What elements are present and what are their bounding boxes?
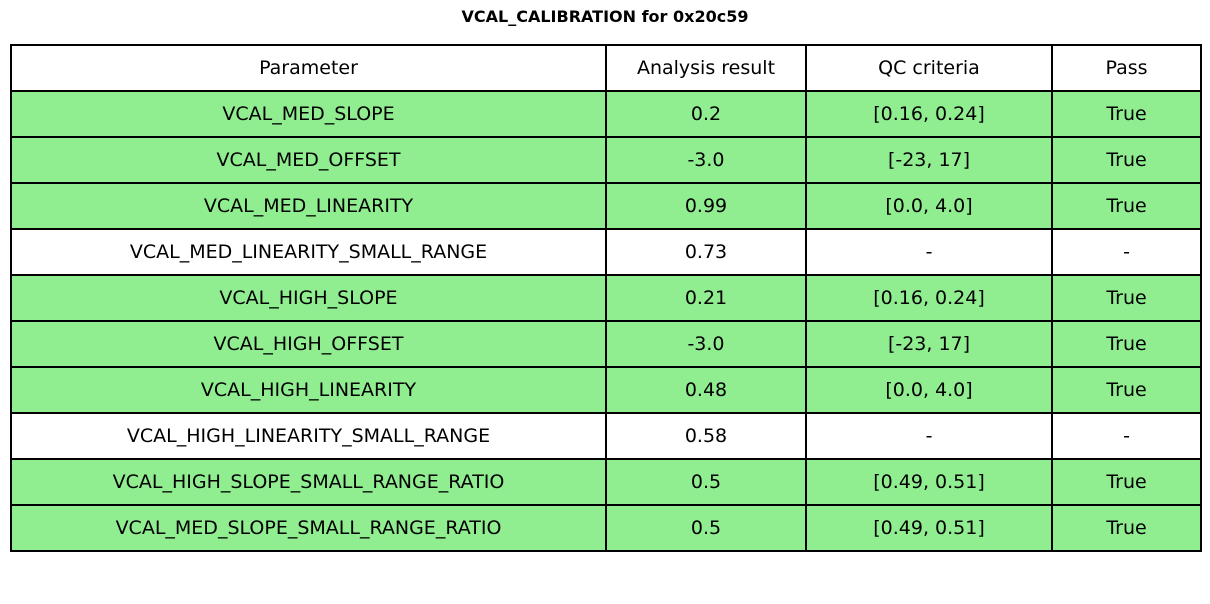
pass-cell: True (1051, 458, 1202, 506)
analysis-result-cell: 0.5 (605, 504, 807, 552)
analysis-result-cell: 0.48 (605, 366, 807, 414)
table-row-vcal-high-offset: VCAL_HIGH_OFFSET -3.0 [-23, 17] True (10, 320, 1202, 368)
analysis-result-cell: 0.2 (605, 90, 807, 138)
pass-cell: True (1051, 90, 1202, 138)
table-row-vcal-high-linearity: VCAL_HIGH_LINEARITY 0.48 [0.0, 4.0] True (10, 366, 1202, 414)
column-header-analysis-result: Analysis result (605, 44, 807, 92)
qc-criteria-cell: [0.0, 4.0] (805, 182, 1053, 230)
table-row-vcal-med-linearity: VCAL_MED_LINEARITY 0.99 [0.0, 4.0] True (10, 182, 1202, 230)
parameter-cell: VCAL_MED_OFFSET (10, 136, 607, 184)
analysis-result-cell: 0.5 (605, 458, 807, 506)
parameter-cell: VCAL_HIGH_OFFSET (10, 320, 607, 368)
qc-criteria-cell: [-23, 17] (805, 136, 1053, 184)
qc-criteria-cell: [0.0, 4.0] (805, 366, 1053, 414)
qc-criteria-cell: [0.16, 0.24] (805, 274, 1053, 322)
qc-criteria-cell: [0.49, 0.51] (805, 458, 1053, 506)
analysis-result-cell: -3.0 (605, 320, 807, 368)
qc-criteria-cell: - (805, 412, 1053, 460)
analysis-result-cell: 0.73 (605, 228, 807, 276)
pass-cell: - (1051, 228, 1202, 276)
table-header-row: Parameter Analysis result QC criteria Pass (10, 44, 1202, 92)
calibration-qc-table: Parameter Analysis result QC criteria Pass … (10, 44, 1202, 552)
parameter-cell: VCAL_MED_LINEARITY_SMALL_RANGE (10, 228, 607, 276)
parameter-cell: VCAL_HIGH_LINEARITY_SMALL_RANGE (10, 412, 607, 460)
pass-cell: True (1051, 366, 1202, 414)
analysis-result-cell: -3.0 (605, 136, 807, 184)
parameter-cell: VCAL_MED_SLOPE_SMALL_RANGE_RATIO (10, 504, 607, 552)
pass-cell: True (1051, 182, 1202, 230)
qc-criteria-cell: - (805, 228, 1053, 276)
parameter-cell: VCAL_HIGH_SLOPE_SMALL_RANGE_RATIO (10, 458, 607, 506)
analysis-result-cell: 0.99 (605, 182, 807, 230)
table-row-vcal-med-offset: VCAL_MED_OFFSET -3.0 [-23, 17] True (10, 136, 1202, 184)
analysis-result-cell: 0.58 (605, 412, 807, 460)
table-row-vcal-med-slope: VCAL_MED_SLOPE 0.2 [0.16, 0.24] True (10, 90, 1202, 138)
parameter-cell: VCAL_MED_SLOPE (10, 90, 607, 138)
page-title: VCAL_CALIBRATION for 0x20c59 (461, 7, 749, 26)
table-row-vcal-high-slope: VCAL_HIGH_SLOPE 0.21 [0.16, 0.24] True (10, 274, 1202, 322)
table-row-vcal-high-linearity-small-range: VCAL_HIGH_LINEARITY_SMALL_RANGE 0.58- - (10, 412, 1202, 460)
pass-cell: - (1051, 412, 1202, 460)
analysis-result-cell: 0.21 (605, 274, 807, 322)
table-row-vcal-high-slope-small-range-ratio: VCAL_HIGH_SLOPE_SMALL_RANGE_RATIO 0.5 [0.4… (10, 458, 1202, 506)
parameter-cell: VCAL_MED_LINEARITY (10, 182, 607, 230)
qc-criteria-cell: [0.49, 0.51] (805, 504, 1053, 552)
pass-cell: True (1051, 274, 1202, 322)
pass-cell: True (1051, 320, 1202, 368)
table-row-vcal-med-linearity-small-range: VCAL_MED_LINEARITY_SMALL_RANGE 0.73- - (10, 228, 1202, 276)
column-header-qc-criteria: QC criteria (805, 44, 1053, 92)
parameter-cell: VCAL_HIGH_SLOPE (10, 274, 607, 322)
table-row-vcal-med-slope-small-range-ratio: VCAL_MED_SLOPE_SMALL_RANGE_RATIO 0.5 [0.49… (10, 504, 1202, 552)
pass-cell: True (1051, 136, 1202, 184)
qc-criteria-cell: [-23, 17] (805, 320, 1053, 368)
parameter-cell: VCAL_HIGH_LINEARITY (10, 366, 607, 414)
column-header-parameter: Parameter (10, 44, 607, 92)
pass-cell: True (1051, 504, 1202, 552)
column-header-pass: Pass (1051, 44, 1202, 92)
qc-criteria-cell: [0.16, 0.24] (805, 90, 1053, 138)
